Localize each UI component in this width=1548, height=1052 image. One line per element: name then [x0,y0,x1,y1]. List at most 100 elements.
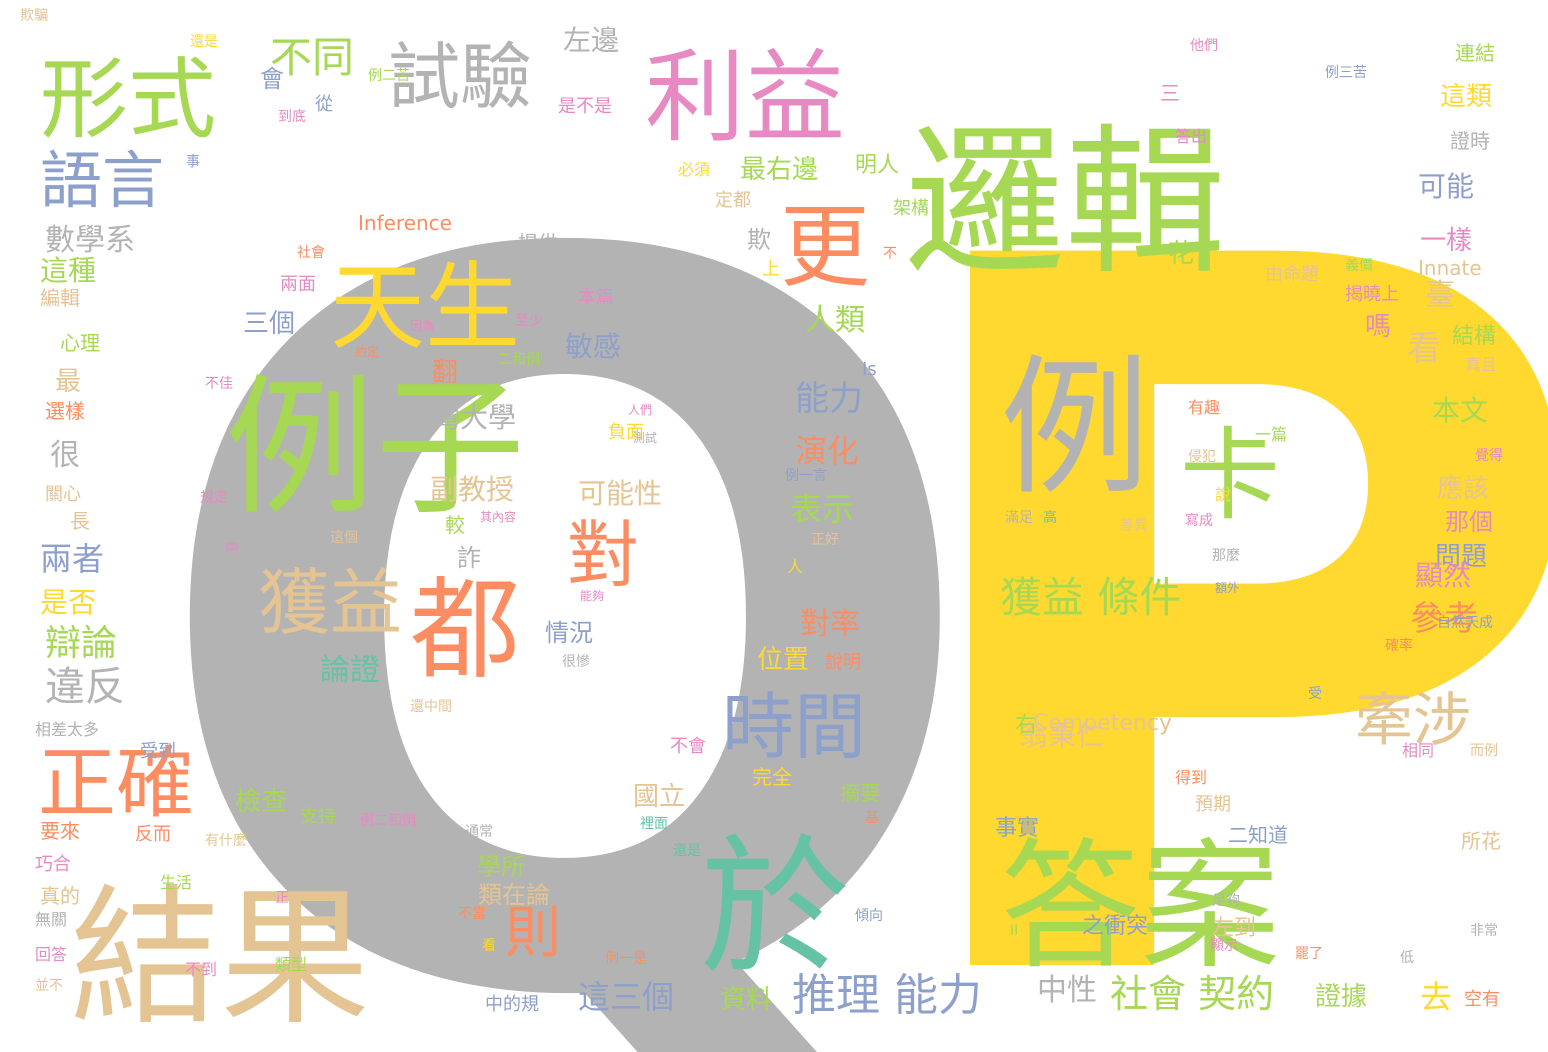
cloud-word: 受 [1308,686,1322,702]
cloud-word: 一篇 [1255,425,1287,444]
cloud-word: 架構 [893,198,929,219]
cloud-word: 一樣 [1420,226,1472,256]
cloud-word: 資料 [720,985,772,1015]
cloud-word: 違反 [45,664,125,710]
cloud-word: 人 [787,557,803,576]
cloud-word: 類在論 [478,881,550,909]
cloud-word: 人類 [805,303,865,338]
cloud-word: 語言 [40,144,164,217]
cloud-word: 受到 [140,741,176,762]
cloud-word: 非常 [1470,923,1498,939]
cloud-word: 不到 [185,960,217,979]
cloud-word: 要來 [40,819,80,843]
cloud-word: 臺 [1425,278,1455,313]
cloud-word: 低 [1400,950,1414,966]
cloud-word: 裡面 [640,816,668,832]
cloud-word: 答出 [1175,127,1207,146]
cloud-word: 額外 [1215,581,1239,595]
cloud-word: 通常 [465,824,493,840]
cloud-word: Innate [1418,256,1482,280]
cloud-word: 副教授 [430,473,514,506]
cloud-word: 卡 [1180,417,1280,534]
cloud-word: 牽涉 [1355,686,1471,754]
cloud-word: 所花 [1461,829,1501,853]
cloud-word: 無關 [35,910,67,929]
cloud-word: 最 [55,367,81,397]
cloud-word: 欺 [747,226,771,254]
cloud-word: 天生 [330,253,520,363]
cloud-word: 社會 契約 [1110,972,1274,1016]
cloud-word: 摘要 [840,781,880,805]
cloud-word: 形式 [40,48,216,151]
cloud-word: 例二和例 [360,813,416,829]
cloud-word: 空有 [1464,989,1500,1010]
cloud-word: 左到 [1212,916,1256,941]
cloud-word: 這三個 [578,978,674,1016]
cloud-word: 邏輯 [905,109,1225,296]
cloud-word: 例二苦 [368,68,410,84]
cloud-word: 翁秉仁 [1020,719,1104,752]
cloud-word: 表示 [790,490,854,528]
cloud-word: 例 [1000,342,1150,516]
cloud-word: 原因 [855,470,883,486]
cloud-word: 對 [567,513,639,597]
cloud-word: 定都 [715,190,751,211]
cloud-word: 之衝突 [1082,914,1148,939]
cloud-word: 得到 [1175,768,1207,787]
cloud-word: 支持 [300,806,336,827]
cloud-word: 更 [780,195,870,300]
cloud-word: 較 [445,513,465,537]
cloud-word: 花 [1168,239,1194,269]
cloud-word: 有趣 [1188,398,1220,417]
cloud-word: 正好 [811,532,839,548]
cloud-word: 會 [260,65,284,93]
cloud-word: 差異 [1120,518,1148,534]
cloud-word: Is [862,359,877,380]
cloud-word: 型 [1005,745,1019,761]
cloud-word: 左邊 [563,24,619,57]
cloud-word: 寫成 [1185,512,1213,529]
cloud-word: 這類 [1440,82,1492,112]
cloud-word: 相同 [1402,741,1434,760]
cloud-word: 參考 [1410,599,1478,639]
cloud-word: 可能 [1418,170,1474,203]
cloud-word: 例一是 [605,951,647,967]
cloud-word: 對率 [800,607,860,642]
cloud-word: 欺騙 [20,8,48,24]
cloud-word: 很慘 [562,654,590,670]
cloud-word: 因為 [410,319,434,333]
cloud-word: 事實 [995,816,1039,841]
cloud-word: 正 [275,890,289,906]
cloud-word: 高 [1043,509,1057,526]
cloud-word: 編輯 [40,286,80,310]
letter-shape-q: Q [140,52,990,1052]
letter-shape-p: P [880,56,1548,1052]
cloud-word: 是不是 [558,96,612,117]
cloud-word: 試驗 [388,35,532,119]
cloud-word: 這種 [40,254,96,287]
cloud-word: 測試 [633,430,657,445]
cloud-word: 滿足 [1005,510,1033,526]
cloud-word: 可能性 [578,477,662,510]
cloud-word: 不佳 [205,376,233,392]
cloud-word: 關心 [45,484,81,505]
cloud-word: 有什麼 [205,833,247,849]
cloud-word: 證時 [1450,129,1490,153]
cloud-word: 上 [762,259,780,280]
cloud-word: 相差太多 [35,720,99,739]
cloud-word: 演化 [795,432,859,470]
cloud-word: 都 [410,566,520,694]
cloud-word: 自然天成 [1437,614,1493,631]
cloud-word: 看看 [827,562,883,595]
cloud-word: 顯示 [1210,938,1238,954]
cloud-word: 社會 [297,245,325,261]
cloud-word: 本文 [1432,394,1488,427]
cloud-word: 約定 [355,344,379,359]
cloud-word: II [1010,923,1018,939]
cloud-word: Competency [1033,711,1172,736]
cloud-word: 假 [770,583,786,602]
cloud-word: 例子 [225,362,525,536]
cloud-word: 國立 [633,782,685,812]
cloud-word: 還是 [673,843,701,859]
cloud-word: 位置 [757,645,809,675]
